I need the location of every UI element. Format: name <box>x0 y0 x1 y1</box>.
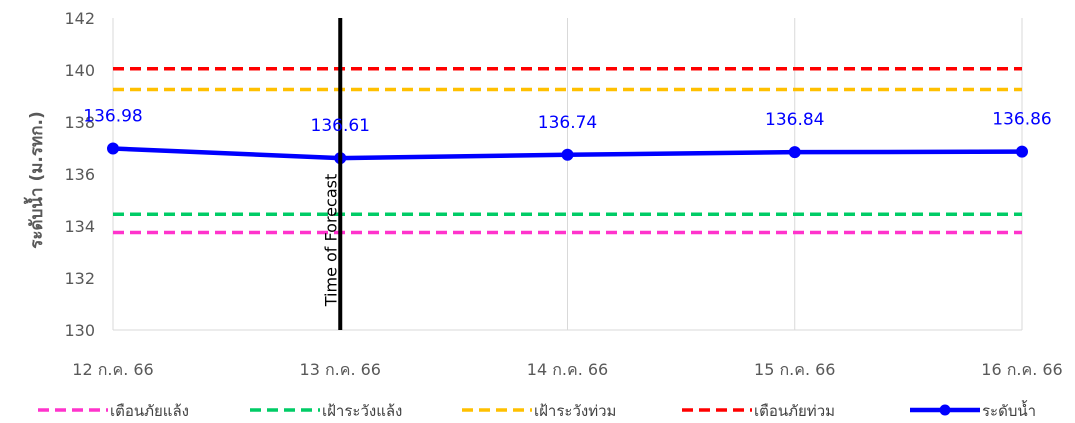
x-tick-label: 13 ก.ค. 66 <box>300 360 381 379</box>
y-tick-label: 130 <box>64 321 95 340</box>
legend: เตือนภัยแล้ง เฝ้าระวังแล้ง เฝ้าระวังท่วม เต… <box>38 400 1036 420</box>
legend-item: เฝ้าระวังท่วม <box>462 402 616 420</box>
y-tick-label: 140 <box>64 61 95 80</box>
forecast-label: Time of Forecast <box>321 174 340 307</box>
water-level-point <box>562 149 573 160</box>
legend-item: ระดับน้ำ <box>910 400 1036 420</box>
x-tick-label: 14 ก.ค. 66 <box>527 360 608 379</box>
x-tick-label: 15 ก.ค. 66 <box>754 360 835 379</box>
x-tick-label: 12 ก.ค. 66 <box>72 360 153 379</box>
legend-item: เฝ้าระวังแล้ง <box>250 402 402 420</box>
water-level-point <box>1017 146 1028 157</box>
water-level-point <box>108 143 119 154</box>
vertical-gridlines <box>113 18 1022 330</box>
data-label: 136.74 <box>538 113 597 133</box>
y-tick-label: 132 <box>64 269 95 288</box>
data-label: 136.98 <box>83 107 142 127</box>
y-tick-label: 142 <box>64 9 95 28</box>
legend-item: เตือนภัยแล้ง <box>38 402 189 420</box>
forecast-marker: Time of Forecast <box>321 18 340 330</box>
data-label: 136.61 <box>311 116 370 136</box>
x-axis-tick-labels: 12 ก.ค. 66 13 ก.ค. 66 14 ก.ค. 66 15 ก.ค. 66… <box>72 360 1062 379</box>
legend-label: ระดับน้ำ <box>982 400 1036 420</box>
data-label: 136.84 <box>765 110 824 130</box>
y-tick-label: 136 <box>64 165 95 184</box>
data-label: 136.86 <box>992 110 1051 130</box>
x-tick-label: 16 ก.ค. 66 <box>981 360 1062 379</box>
water-level-point <box>789 147 800 158</box>
y-tick-label: 134 <box>64 217 95 236</box>
legend-item: เตือนภัยท่วม <box>682 402 835 420</box>
legend-label: เตือนภัยท่วม <box>754 402 835 420</box>
y-axis-title: ระดับน้ำ (ม.รทก.) <box>23 111 47 248</box>
legend-label: เฝ้าระวังแล้ง <box>322 402 402 420</box>
legend-label: เฝ้าระวังท่วม <box>534 402 616 420</box>
legend-marker <box>940 405 951 416</box>
legend-label: เตือนภัยแล้ง <box>110 402 189 420</box>
